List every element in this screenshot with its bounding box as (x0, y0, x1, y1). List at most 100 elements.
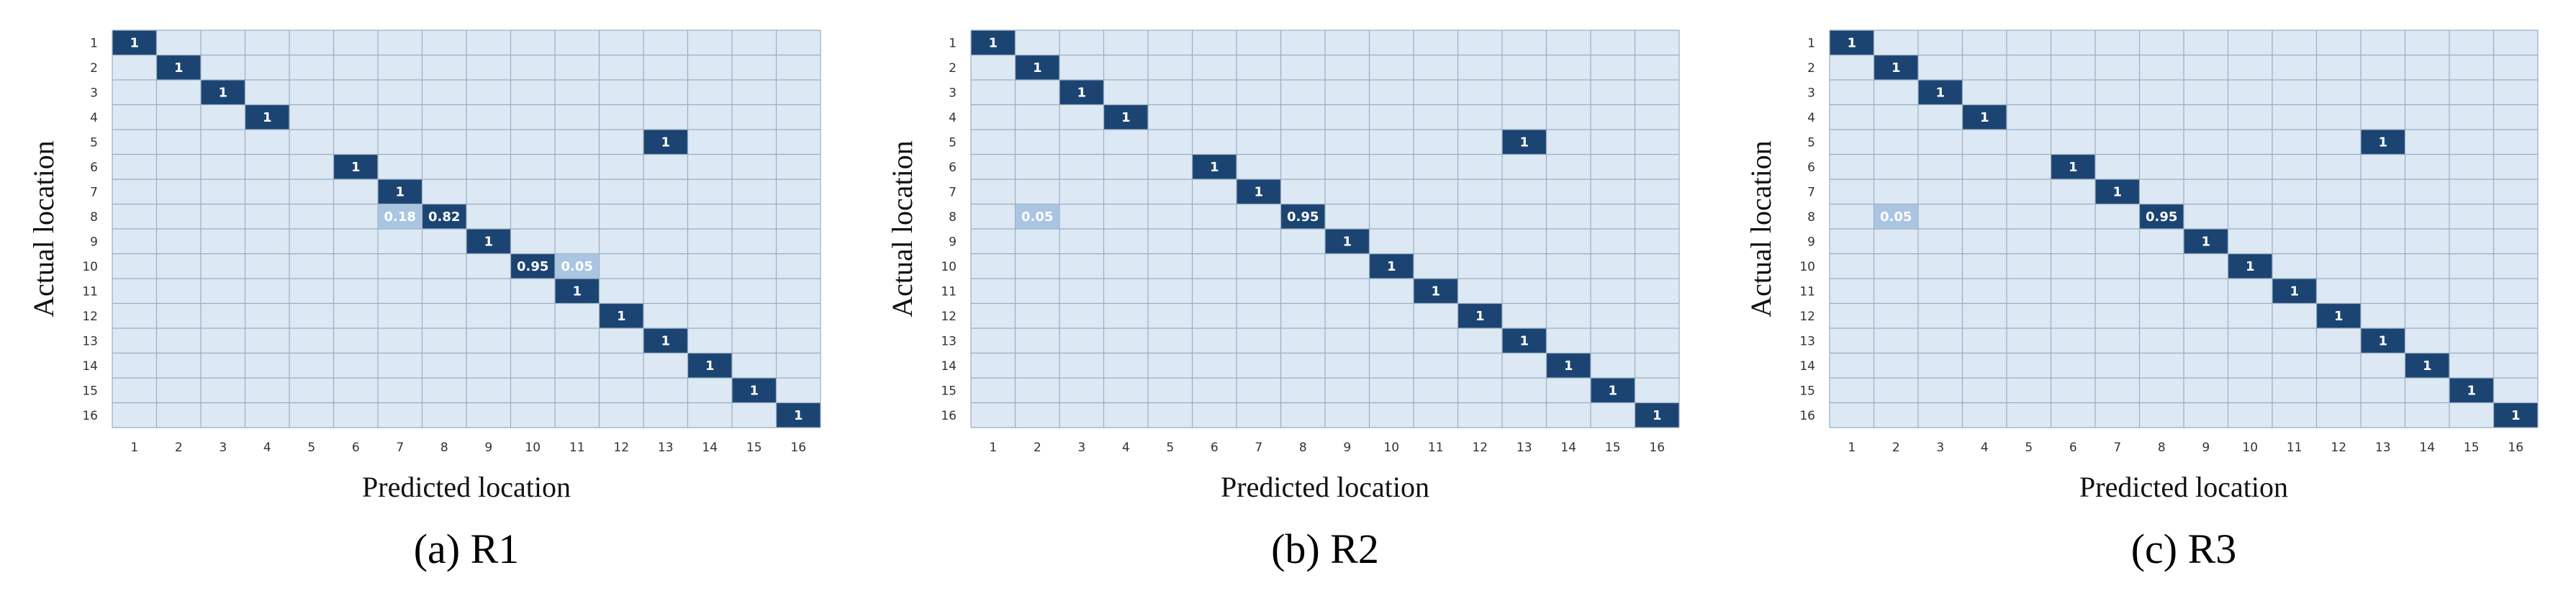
cell-value-label: 1 (484, 234, 493, 249)
y-tick-label: 9 (949, 235, 957, 249)
x-tick-label: 8 (440, 441, 448, 455)
cell-value-label: 1 (749, 383, 759, 398)
cell-value-label: 0.18 (384, 209, 416, 225)
heatmap-cell (2140, 204, 2184, 229)
x-tick-label: 10 (1383, 441, 1399, 455)
x-tick-label: 9 (1343, 441, 1351, 455)
y-tick-label: 10 (1799, 260, 1815, 274)
cell-value-label: 1 (1342, 234, 1352, 249)
cell-value-label: 1 (1519, 135, 1529, 150)
cell-value-label: 1 (617, 309, 626, 324)
x-tick-label: 1 (1848, 441, 1856, 455)
y-tick-label: 8 (1807, 210, 1815, 225)
heatmap-cell (1502, 130, 1546, 154)
y-tick-label: 5 (1807, 135, 1815, 150)
x-tick-label: 15 (1605, 441, 1621, 455)
cell-value-label: 1 (2334, 309, 2344, 324)
cell-value-label: 1 (1519, 333, 1529, 348)
y-tick-label: 1 (90, 36, 98, 50)
cell-value-label: 1 (174, 60, 184, 76)
heatmap-cell (378, 204, 422, 229)
cell-value-label: 1 (1431, 284, 1440, 299)
y-tick-label: 8 (90, 210, 98, 225)
x-tick-label: 11 (2287, 441, 2302, 455)
cell-value-label: 1 (1847, 35, 1856, 50)
heatmap-cell (1237, 179, 1280, 204)
x-tick-label: 16 (2508, 441, 2523, 455)
y-tick-label: 11 (941, 284, 957, 299)
cell-value-label: 1 (2069, 160, 2078, 175)
cell-value-label: 1 (1254, 184, 1263, 199)
x-tick-label: 8 (2158, 441, 2166, 455)
subfigure-caption: (b) R2 (1271, 525, 1379, 572)
heatmap-cell (157, 55, 201, 80)
cell-value-label: 0.95 (517, 259, 548, 274)
heatmap-cell (2051, 155, 2095, 179)
x-tick-label: 15 (2464, 441, 2480, 455)
heatmap-cell (688, 353, 732, 378)
heatmap-cell (1325, 229, 1369, 253)
cell-value-label: 1 (1210, 160, 1219, 175)
x-axis-title: Predicted location (2079, 471, 2288, 503)
cell-value-label: 1 (351, 160, 361, 175)
y-tick-label: 11 (1799, 284, 1815, 299)
heatmap-cell (2361, 328, 2405, 353)
y-tick-label: 14 (82, 359, 98, 374)
cell-value-label: 0.05 (1880, 209, 1912, 225)
heatmap-cell (2095, 179, 2139, 204)
x-tick-label: 13 (1517, 441, 1532, 455)
x-tick-label: 3 (1936, 441, 1944, 455)
cell-value-label: 1 (661, 333, 670, 348)
cell-value-label: 0.05 (561, 259, 593, 274)
x-tick-label: 5 (1166, 441, 1174, 455)
heatmap-cell (334, 155, 378, 179)
y-tick-label: 11 (82, 284, 98, 299)
cell-value-label: 1 (2511, 408, 2521, 423)
heatmap-cell (732, 378, 776, 402)
x-tick-label: 7 (2113, 441, 2121, 455)
y-tick-label: 13 (941, 334, 957, 348)
x-tick-label: 14 (1560, 441, 1576, 455)
heatmap-cell (1458, 304, 1502, 328)
cell-value-label: 1 (1653, 408, 1662, 423)
heatmap-cell (600, 304, 643, 328)
heatmap-cell (2317, 304, 2361, 328)
y-tick-label: 4 (1807, 111, 1815, 125)
cell-value-label: 1 (2112, 184, 2122, 199)
y-tick-label: 15 (1799, 384, 1815, 398)
cell-value-label: 1 (1121, 110, 1131, 125)
y-tick-label: 15 (941, 384, 957, 398)
heatmap-cell (466, 229, 510, 253)
y-tick-label: 1 (1807, 36, 1815, 50)
x-tick-label: 1 (130, 441, 138, 455)
x-tick-label: 5 (307, 441, 315, 455)
heatmap-cell (1281, 204, 1325, 229)
heatmap-cell (2494, 403, 2538, 428)
heatmap-cell (1502, 328, 1546, 353)
cell-value-label: 1 (1892, 60, 1901, 76)
heatmap-cell (245, 105, 289, 130)
y-tick-label: 16 (1799, 409, 1815, 423)
cell-value-label: 1 (1475, 309, 1485, 324)
heatmap-cell (643, 130, 687, 154)
subfigure-caption: (a) R1 (414, 525, 520, 572)
y-tick-label: 2 (90, 61, 98, 76)
y-tick-label: 6 (90, 161, 98, 175)
heatmap-cell (1193, 155, 1237, 179)
y-tick-label: 5 (949, 135, 957, 150)
x-tick-label: 7 (1255, 441, 1262, 455)
x-tick-label: 7 (396, 441, 404, 455)
cell-value-label: 1 (705, 358, 715, 374)
heatmap-cell (112, 30, 156, 55)
cell-value-label: 1 (218, 85, 227, 100)
cell-value-label: 0.82 (428, 209, 460, 225)
y-tick-label: 2 (1807, 61, 1815, 76)
heatmap-cell (1830, 30, 1874, 55)
y-tick-label: 14 (941, 359, 957, 374)
x-tick-label: 5 (2025, 441, 2033, 455)
cell-value-label: 0.95 (1287, 209, 1319, 225)
x-tick-label: 4 (1981, 441, 1989, 455)
cell-value-label: 1 (1935, 85, 1945, 100)
